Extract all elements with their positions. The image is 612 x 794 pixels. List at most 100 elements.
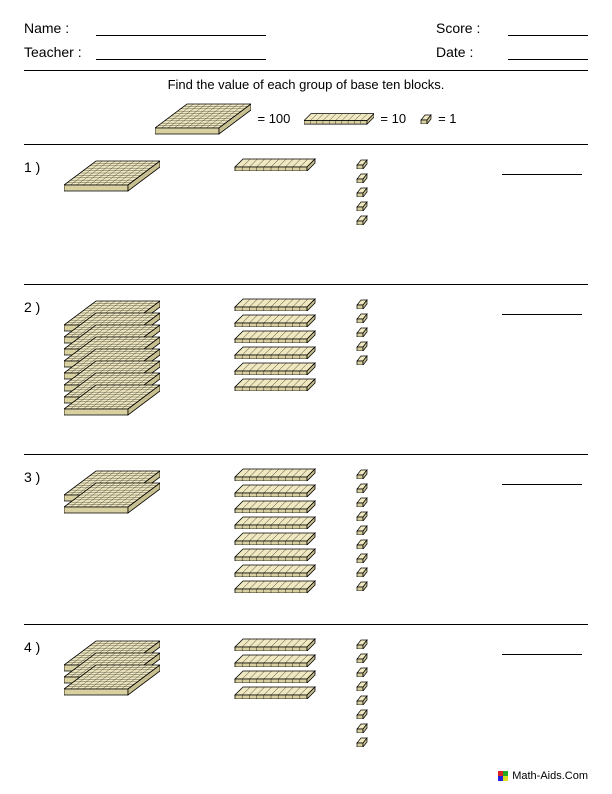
footer-logo-icon bbox=[498, 771, 508, 781]
hundred-block-icon bbox=[155, 100, 251, 136]
one-block-icon bbox=[356, 325, 368, 337]
ten-block-icon bbox=[230, 579, 320, 593]
ten-block-icon bbox=[230, 329, 320, 343]
problem-row: 1 ) bbox=[24, 144, 588, 284]
one-block-icon bbox=[356, 579, 368, 591]
one-block-icon bbox=[356, 185, 368, 197]
one-block-icon bbox=[356, 551, 368, 563]
worksheet-page: Name : Score : Teacher : Date : Find the… bbox=[0, 0, 612, 792]
ten-block-icon bbox=[230, 515, 320, 529]
score-blank[interactable] bbox=[508, 20, 588, 36]
problem-number: 1 ) bbox=[24, 157, 58, 175]
one-block-icon bbox=[420, 112, 432, 124]
one-block-icon bbox=[356, 693, 368, 705]
one-block-icon bbox=[356, 495, 368, 507]
date-blank[interactable] bbox=[508, 44, 588, 60]
teacher-label: Teacher : bbox=[24, 44, 86, 60]
name-blank[interactable] bbox=[96, 20, 266, 36]
one-block-icon bbox=[356, 213, 368, 225]
ones-group bbox=[356, 297, 436, 365]
footer: Math-Aids.Com bbox=[498, 770, 588, 782]
instruction-text: Find the value of each group of base ten… bbox=[24, 77, 588, 92]
ten-block-icon bbox=[230, 483, 320, 497]
one-block-icon bbox=[356, 467, 368, 479]
legend-ten: = 10 bbox=[304, 111, 406, 126]
legend-hundred: = 100 bbox=[155, 100, 290, 136]
hundreds-group bbox=[64, 157, 224, 193]
tens-group bbox=[230, 467, 350, 593]
problem-row: 3 ) bbox=[24, 454, 588, 624]
name-label: Name : bbox=[24, 20, 86, 36]
one-block-icon bbox=[356, 665, 368, 677]
tens-group bbox=[230, 297, 350, 391]
ten-block-icon bbox=[230, 653, 320, 667]
header-row-2: Teacher : Date : bbox=[24, 44, 588, 60]
one-block-icon bbox=[356, 297, 368, 309]
problem-row: 4 ) bbox=[24, 624, 588, 794]
one-block-icon bbox=[356, 353, 368, 365]
ones-group bbox=[356, 157, 436, 225]
legend-ten-label: = 10 bbox=[380, 111, 406, 126]
ten-block-icon bbox=[230, 313, 320, 327]
answer-column bbox=[442, 157, 588, 175]
name-field: Name : bbox=[24, 20, 266, 36]
one-block-icon bbox=[356, 537, 368, 549]
score-field: Score : bbox=[436, 20, 588, 36]
answer-blank[interactable] bbox=[502, 641, 582, 655]
ones-group bbox=[356, 467, 436, 591]
one-block-icon bbox=[356, 481, 368, 493]
one-block-icon bbox=[356, 565, 368, 577]
one-block-icon bbox=[356, 509, 368, 521]
answer-column bbox=[442, 637, 588, 655]
one-block-icon bbox=[356, 707, 368, 719]
ten-block-icon bbox=[230, 637, 320, 651]
hundred-block-icon bbox=[64, 479, 160, 515]
answer-blank[interactable] bbox=[502, 161, 582, 175]
ten-block-icon bbox=[230, 531, 320, 545]
one-block-icon bbox=[356, 199, 368, 211]
answer-column bbox=[442, 467, 588, 485]
problem-row: 2 ) bbox=[24, 284, 588, 454]
hundred-block-icon bbox=[64, 157, 160, 193]
header-row-1: Name : Score : bbox=[24, 20, 588, 36]
answer-column bbox=[442, 297, 588, 315]
problem-number: 3 ) bbox=[24, 467, 58, 485]
ten-block-icon bbox=[230, 297, 320, 311]
ten-block-icon bbox=[230, 361, 320, 375]
one-block-icon bbox=[356, 679, 368, 691]
one-block-icon bbox=[356, 171, 368, 183]
hundred-block-icon bbox=[64, 381, 160, 417]
teacher-field: Teacher : bbox=[24, 44, 266, 60]
score-label: Score : bbox=[436, 20, 498, 36]
divider-top bbox=[24, 70, 588, 71]
legend: = 100 = 10 = 1 bbox=[24, 100, 588, 136]
one-block-icon bbox=[356, 637, 368, 649]
answer-blank[interactable] bbox=[502, 301, 582, 315]
ten-block-icon bbox=[230, 377, 320, 391]
one-block-icon bbox=[356, 339, 368, 351]
one-block-icon bbox=[356, 735, 368, 747]
date-field: Date : bbox=[436, 44, 588, 60]
hundred-block-icon bbox=[64, 661, 160, 697]
date-label: Date : bbox=[436, 44, 498, 60]
legend-one: = 1 bbox=[420, 111, 456, 126]
ten-block-icon bbox=[230, 499, 320, 513]
ten-block-icon bbox=[230, 685, 320, 699]
legend-one-label: = 1 bbox=[438, 111, 456, 126]
tens-group bbox=[230, 157, 350, 171]
one-block-icon bbox=[356, 651, 368, 663]
one-block-icon bbox=[356, 311, 368, 323]
one-block-icon bbox=[356, 721, 368, 733]
teacher-blank[interactable] bbox=[96, 44, 266, 60]
ten-block-icon bbox=[230, 157, 320, 171]
footer-text: Math-Aids.Com bbox=[512, 770, 588, 782]
ten-block-icon bbox=[230, 669, 320, 683]
ones-group bbox=[356, 637, 436, 747]
problem-number: 2 ) bbox=[24, 297, 58, 315]
hundreds-group bbox=[64, 297, 224, 417]
problem-number: 4 ) bbox=[24, 637, 58, 655]
ten-block-icon bbox=[304, 111, 374, 125]
hundreds-group bbox=[64, 467, 224, 515]
ten-block-icon bbox=[230, 563, 320, 577]
answer-blank[interactable] bbox=[502, 471, 582, 485]
